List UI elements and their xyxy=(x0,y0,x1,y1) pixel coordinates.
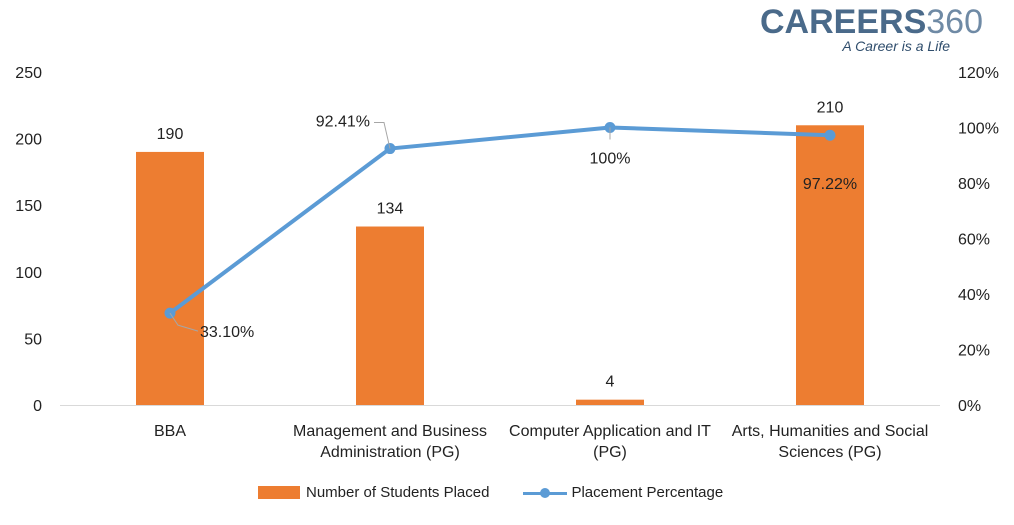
x-category-label: Administration (PG) xyxy=(320,444,460,461)
bar-students-placed xyxy=(356,226,424,405)
y-left-tick-label: 50 xyxy=(24,331,42,348)
logo-wordmark: CAREERS360 xyxy=(760,3,983,41)
y-right-tick-label: 60% xyxy=(958,232,990,249)
careers360-logo: CAREERS360 A Career is a Life xyxy=(760,3,983,54)
legend-label-students-placed: Number of Students Placed xyxy=(306,484,490,501)
bar-students-placed xyxy=(796,125,864,405)
bar-data-label: 210 xyxy=(817,99,844,116)
legend-line-swatch xyxy=(523,487,568,499)
y-left-tick-label: 250 xyxy=(15,65,42,82)
x-category-label: Arts, Humanities and Social xyxy=(732,423,929,440)
line-data-label: 100% xyxy=(590,151,631,168)
logo-tagline: A Career is a Life xyxy=(842,38,950,54)
x-category-label: Sciences (PG) xyxy=(778,444,881,461)
y-left-tick-label: 100 xyxy=(15,265,42,282)
legend-item-students-placed: Number of Students Placed xyxy=(258,484,489,501)
y-left-tick-label: 200 xyxy=(15,132,42,149)
y-right-tick-label: 80% xyxy=(958,176,990,193)
line-placement-percentage xyxy=(168,125,832,316)
bar-data-label: 134 xyxy=(377,201,404,218)
legend-item-placement-percentage: Placement Percentage xyxy=(523,484,723,501)
y-right-tick-label: 20% xyxy=(958,343,990,360)
x-category-label: BBA xyxy=(154,423,186,440)
line-label-leader xyxy=(374,122,391,149)
y-right-tick-label: 100% xyxy=(958,121,999,138)
y-right-tick-label: 0% xyxy=(958,398,981,415)
legend-label-placement-percentage: Placement Percentage xyxy=(571,484,724,501)
x-category-label: Computer Application and IT xyxy=(509,423,711,440)
y-left-tick-label: 0 xyxy=(33,398,42,415)
y-right-tick-label: 120% xyxy=(958,65,999,82)
line-data-label: 97.22% xyxy=(803,176,857,193)
chart-legend: Number of Students Placed Placement Perc… xyxy=(258,484,757,501)
line-data-label: 33.10% xyxy=(200,324,254,341)
y-right-tick-label: 40% xyxy=(958,287,990,304)
bar-students-placed xyxy=(576,399,644,405)
bar-data-label: 190 xyxy=(157,126,184,143)
line-label-leader xyxy=(169,312,199,332)
x-category-label: Management and Business xyxy=(293,423,487,440)
y-left-tick-label: 150 xyxy=(15,198,42,215)
line-data-label: 92.41% xyxy=(316,114,370,131)
line-point-placement-percentage xyxy=(824,129,836,141)
logo-wordmark-a: CAREERS xyxy=(760,3,927,41)
legend-bar-swatch xyxy=(258,486,300,499)
x-category-label: (PG) xyxy=(593,444,627,461)
logo-wordmark-b: 360 xyxy=(926,3,983,41)
bar-students-placed xyxy=(136,151,204,405)
bar-data-label: 4 xyxy=(606,374,615,391)
